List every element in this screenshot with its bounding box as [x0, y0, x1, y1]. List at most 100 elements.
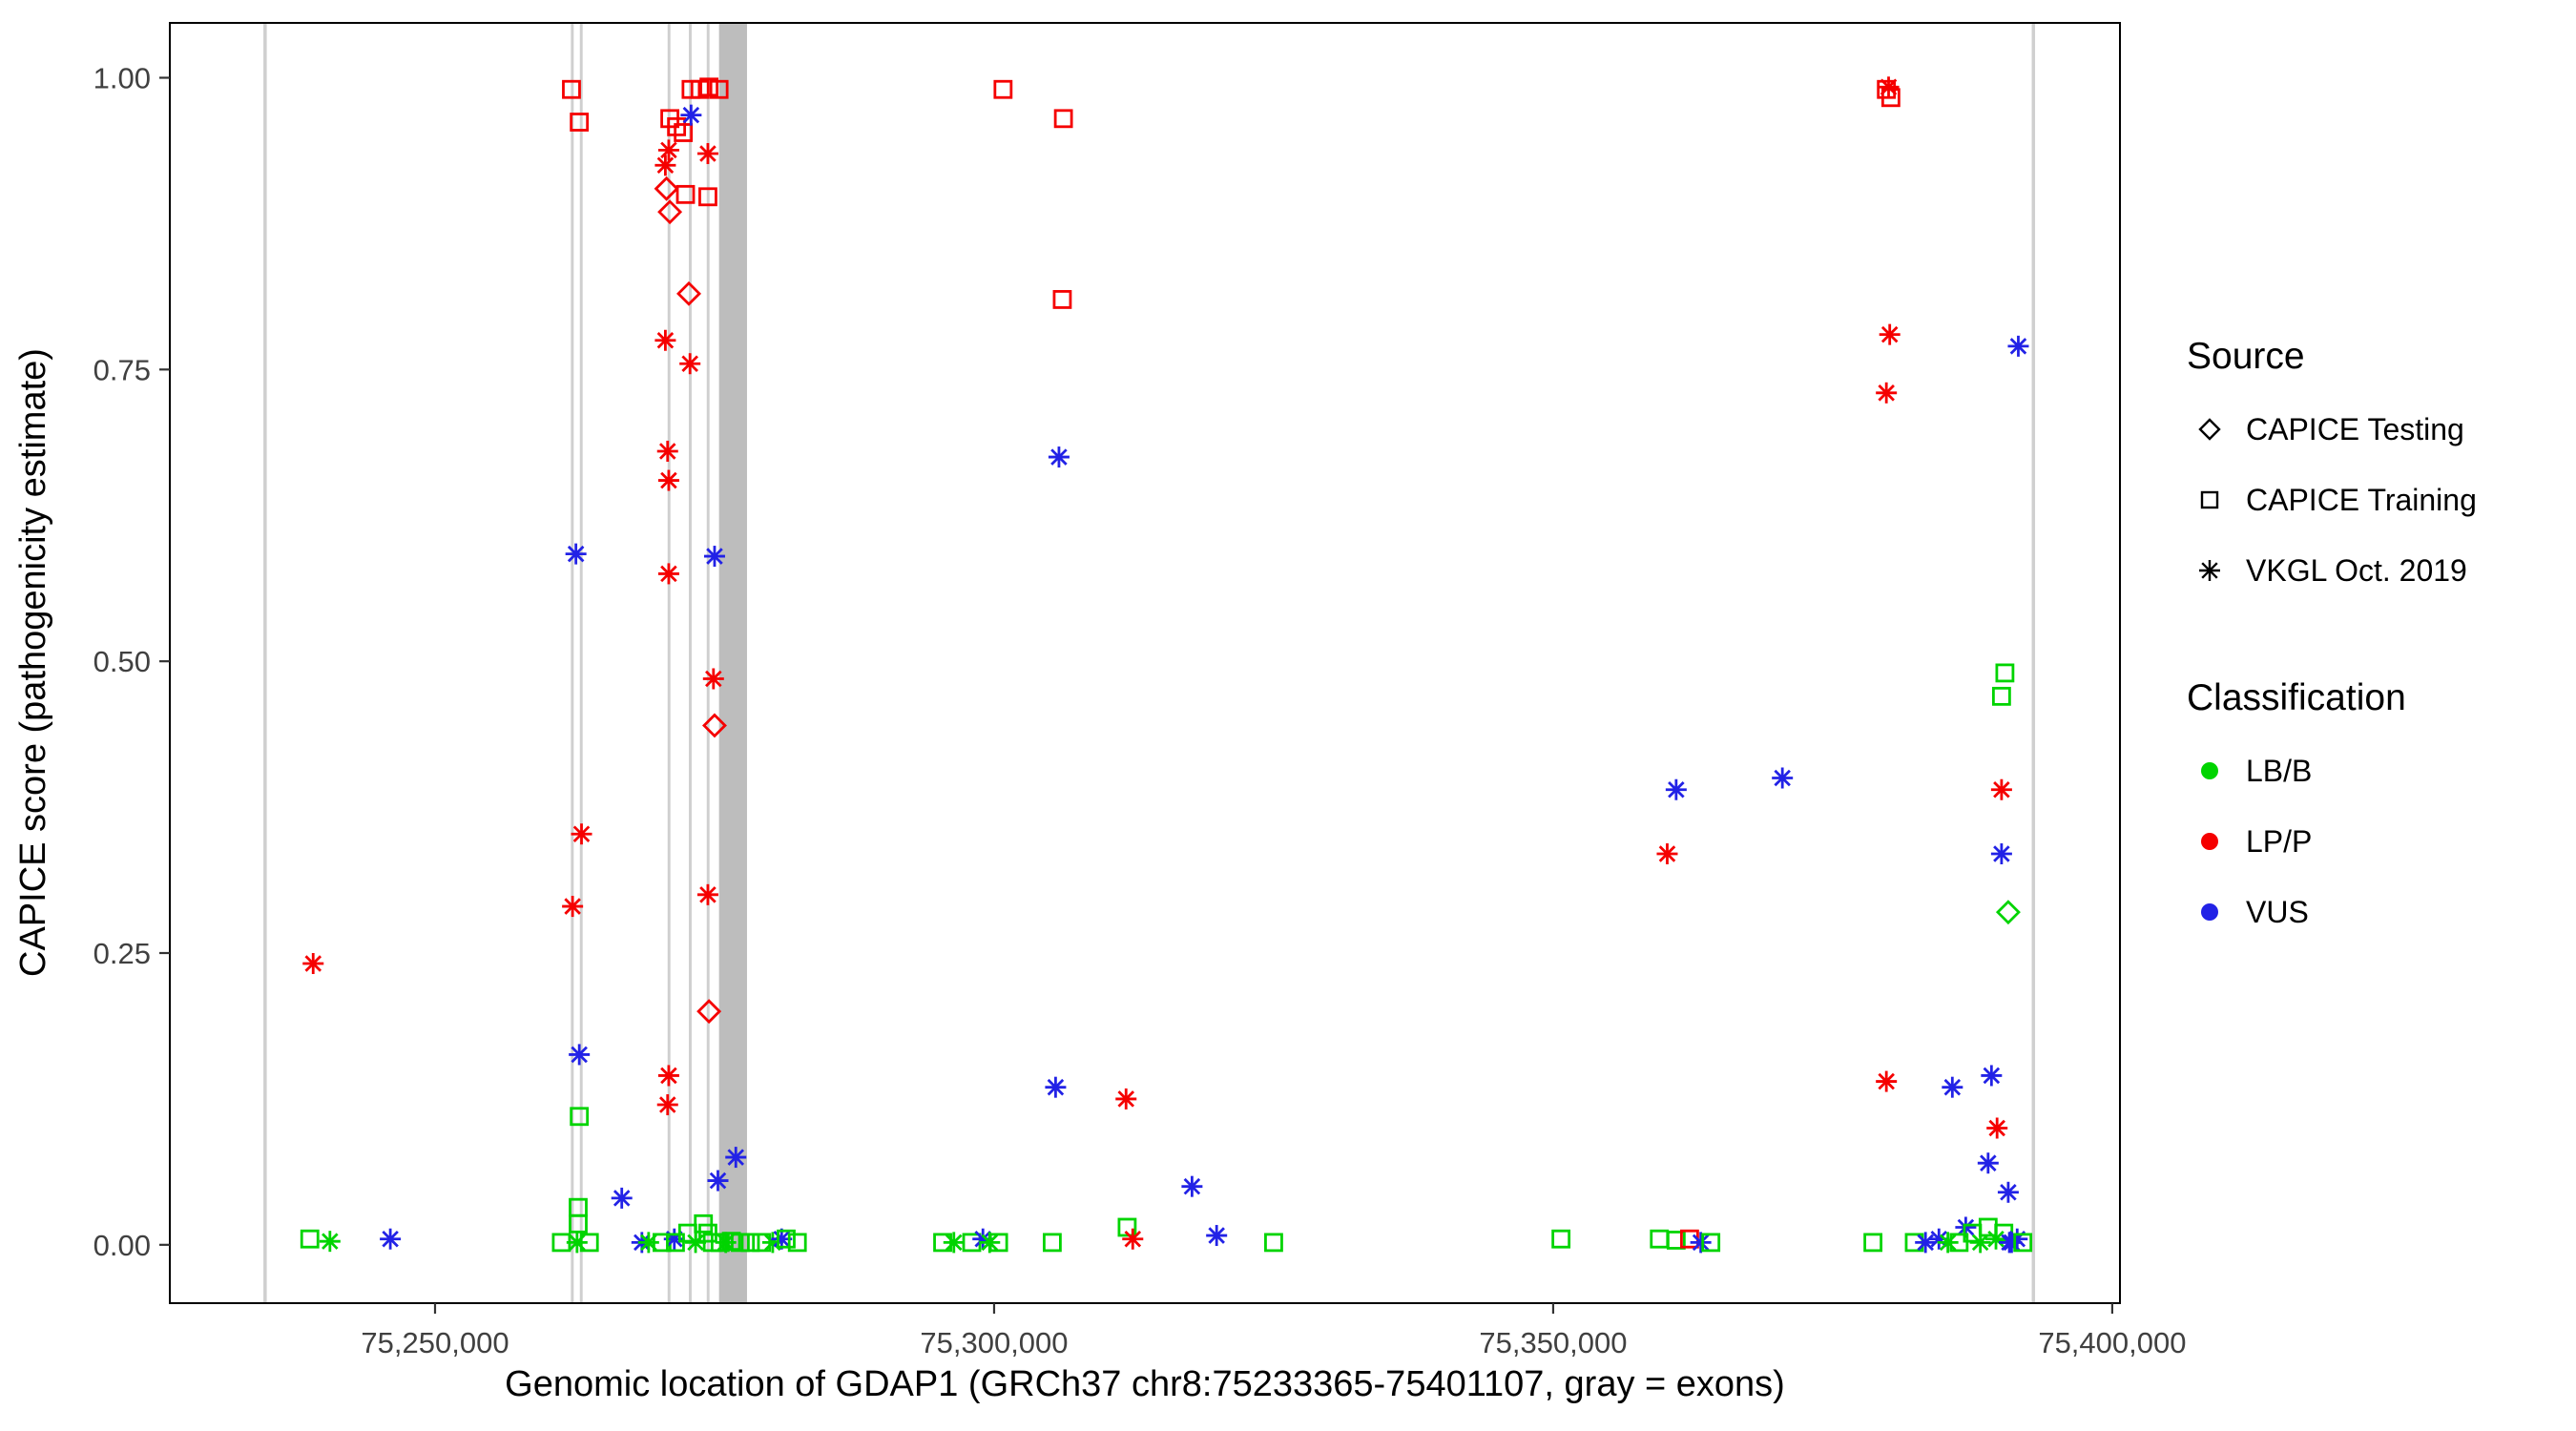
data-point-asterisk — [319, 1231, 341, 1253]
data-point-asterisk — [1048, 446, 1070, 468]
data-point-square — [1863, 1233, 1883, 1253]
data-point-asterisk — [302, 953, 324, 975]
data-point-diamond — [696, 999, 722, 1025]
data-point-asterisk — [1928, 1228, 1950, 1250]
data-point-asterisk — [1876, 382, 1898, 404]
exon-band — [718, 23, 747, 1303]
data-point-square — [1995, 663, 2015, 683]
data-point-asterisk — [656, 1094, 678, 1116]
data-point-square — [569, 1213, 588, 1234]
y-tick-label: 0.25 — [93, 937, 151, 970]
data-point-asterisk — [1045, 1076, 1067, 1098]
data-point-square — [1052, 290, 1072, 309]
legend: Source CAPICE Testing CAPICE Training — [2187, 336, 2568, 960]
green-dot-icon — [2187, 748, 2233, 794]
data-point-asterisk — [696, 883, 718, 905]
exon-band — [263, 23, 267, 1303]
data-point-asterisk — [657, 469, 679, 491]
data-point-asterisk — [1876, 1070, 1898, 1092]
y-tick-label: 1.00 — [93, 61, 151, 94]
y-tick-label: 0.50 — [93, 645, 151, 678]
x-tick-label: 75,300,000 — [920, 1326, 1068, 1359]
data-point-square — [2013, 1233, 2033, 1253]
y-tick-label: 0.00 — [93, 1229, 151, 1262]
data-point-asterisk — [1690, 1232, 1712, 1254]
legend-item-label: CAPICE Training — [2246, 482, 2477, 517]
blue-dot-icon — [2187, 889, 2233, 935]
data-point-square — [988, 1233, 1008, 1253]
legend-source-title: Source — [2187, 336, 2305, 377]
data-point-square — [962, 1233, 982, 1253]
data-point-square — [740, 1233, 760, 1253]
exon-band — [689, 23, 692, 1303]
data-point-asterisk — [1990, 843, 2012, 865]
data-point-asterisk — [1997, 1181, 2019, 1203]
data-point-asterisk — [702, 668, 724, 690]
data-point-square — [1117, 1217, 1137, 1237]
x-tick-label: 75,350,000 — [1479, 1326, 1627, 1359]
data-point-asterisk — [1772, 767, 1794, 789]
exon-band — [2031, 23, 2036, 1303]
data-point-square — [1043, 1233, 1062, 1253]
legend-item-capice-training: CAPICE Training — [2187, 477, 2568, 523]
legend-item-label: LB/B — [2246, 753, 2313, 788]
data-point-asterisk — [571, 823, 592, 845]
legend-item-label: VKGL Oct. 2019 — [2246, 552, 2467, 588]
exon-band — [667, 23, 671, 1303]
data-point-asterisk — [703, 546, 725, 568]
legend-group-source: Source CAPICE Testing CAPICE Training — [2187, 336, 2568, 593]
data-point-square — [674, 123, 694, 142]
data-point-square — [993, 79, 1013, 99]
data-point-diamond — [657, 199, 683, 225]
plot-panel-border — [169, 22, 2121, 1304]
square-open-icon — [2187, 477, 2233, 523]
data-point-square — [1551, 1229, 1571, 1249]
exon-band — [706, 23, 710, 1303]
data-point-square — [1701, 1233, 1721, 1253]
data-point-square — [699, 77, 719, 97]
data-point-square — [1666, 1231, 1686, 1250]
data-point-asterisk — [654, 329, 676, 351]
data-point-asterisk — [562, 896, 584, 918]
data-point-asterisk — [611, 1187, 633, 1209]
data-point-asterisk — [1981, 1065, 2003, 1087]
red-dot-icon — [2187, 819, 2233, 864]
data-point-square — [1991, 686, 2011, 706]
data-point-asterisk — [1665, 778, 1687, 800]
data-point-square — [787, 1233, 807, 1253]
data-point-square — [1264, 1233, 1283, 1253]
data-point-square — [1053, 109, 1073, 129]
data-point-asterisk — [569, 1044, 591, 1066]
legend-item-capice-testing: CAPICE Testing — [2187, 406, 2568, 452]
data-point-asterisk — [1937, 1232, 1959, 1254]
data-point-asterisk — [1115, 1088, 1137, 1110]
data-point-asterisk — [1986, 1117, 2008, 1139]
data-point-diamond — [1995, 900, 2021, 925]
legend-item-label: CAPICE Testing — [2246, 411, 2464, 446]
y-tick-label: 0.75 — [93, 353, 151, 386]
data-point-asterisk — [657, 1065, 679, 1087]
data-point-asterisk — [725, 1147, 747, 1169]
data-point-asterisk — [1942, 1076, 1963, 1098]
diamond-open-icon — [2187, 406, 2233, 452]
data-point-asterisk — [2007, 335, 2029, 357]
data-point-asterisk — [1206, 1225, 1228, 1247]
data-point-square — [570, 1107, 590, 1127]
data-point-asterisk — [707, 1170, 729, 1192]
data-point-square — [675, 184, 696, 204]
data-point-square — [667, 116, 687, 136]
data-point-square — [777, 1229, 796, 1249]
legend-item-lpp: LP/P — [2187, 819, 2568, 864]
legend-item-vus: VUS — [2187, 889, 2568, 935]
data-point-square — [300, 1229, 320, 1249]
data-point-square — [709, 79, 729, 99]
data-point-asterisk — [1656, 843, 1678, 865]
legend-item-label: VUS — [2246, 894, 2309, 929]
data-point-asterisk — [761, 1232, 783, 1254]
data-point-square — [570, 113, 590, 132]
data-point-asterisk — [654, 155, 676, 176]
y-axis-label: CAPICE score (pathogenicity estimate) — [13, 348, 53, 978]
data-point-asterisk — [680, 104, 702, 126]
data-point-asterisk — [1122, 1228, 1144, 1250]
